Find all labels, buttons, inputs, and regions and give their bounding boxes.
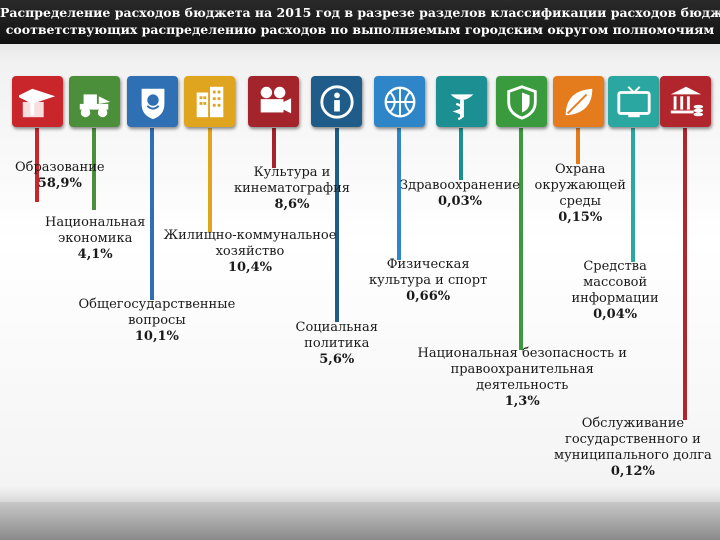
person-in-hands-icon <box>319 84 354 119</box>
category-name-line: Здравоохранение <box>400 178 520 193</box>
category-name-line: Охрана <box>554 162 606 177</box>
apartment-building-icon <box>196 86 223 117</box>
label-sport: Физическая культура и спорт 0,66% <box>369 257 487 305</box>
value-label: 0,12% <box>610 464 655 479</box>
category-name-line: кинематография <box>234 181 350 196</box>
tile-debt <box>660 76 711 127</box>
tile-culture <box>248 76 299 127</box>
category-name-line: экономика <box>57 231 133 246</box>
label-housing: Жилищно-коммунальное хозяйство 10,4% <box>164 228 337 276</box>
category-name-line: правоохранительная <box>450 362 594 377</box>
value-label: 5,6% <box>319 352 355 367</box>
value-label: 58,9% <box>37 176 82 191</box>
tv-icon <box>616 85 651 117</box>
tractor-icon <box>79 93 110 117</box>
category-name-line: Обслуживание <box>581 416 685 431</box>
title-line-2: соответствующих распределению расходов п… <box>5 22 715 37</box>
label-security: Национальная безопасность и правоохраните… <box>418 346 627 410</box>
film-camera-icon <box>260 86 291 113</box>
tile-health <box>436 76 487 127</box>
category-name-line: среды <box>559 194 602 209</box>
bowl-of-hygieia-icon <box>450 93 473 120</box>
tile-housing <box>184 76 235 127</box>
category-name-line: хозяйство <box>215 244 285 259</box>
label-general: Общегосударственные вопросы 10,1% <box>79 297 236 345</box>
category-name-line: Национальная <box>45 215 146 230</box>
tile-education <box>12 76 63 127</box>
value-label: 1,3% <box>504 394 540 409</box>
label-media: Средства массовой информации 0,04% <box>572 259 659 323</box>
category-name-line: государственного и <box>565 432 701 447</box>
category-name-line: вопросы <box>128 313 186 328</box>
value-label: 0,03% <box>437 194 482 209</box>
tile-social <box>311 76 362 127</box>
value-label: 0,66% <box>406 289 451 304</box>
bottom-bar <box>0 502 720 540</box>
tile-security <box>496 76 547 127</box>
category-name-line: Общегосударственные <box>78 297 236 312</box>
category-name-line: Социальная <box>295 320 379 335</box>
label-health: Здравоохранение 0,03% <box>400 178 520 210</box>
value-label: 4,1% <box>77 247 113 262</box>
graduation-cap-book-icon <box>18 88 55 117</box>
value-label: 0,15% <box>558 210 603 225</box>
category-name-line: массовой <box>583 275 648 290</box>
category-name-line: деятельность <box>476 378 569 393</box>
value-label: 10,4% <box>227 260 272 275</box>
category-name-line: Жилищно-коммунальное <box>163 228 337 243</box>
icons-row <box>0 76 720 130</box>
label-economy: Национальная экономика 4,1% <box>45 215 145 263</box>
value-label: 0,04% <box>593 307 638 322</box>
value-label: 10,1% <box>134 329 179 344</box>
tile-general <box>127 76 178 127</box>
value-label: 8,6% <box>274 197 310 212</box>
coat-of-arms-icon <box>141 88 164 119</box>
category-name-line: Средства <box>583 259 647 274</box>
title-line-1: Распределение расходов бюджета на 2015 г… <box>0 5 720 20</box>
category-name-line: политика <box>304 336 370 351</box>
category-name-line: Образование <box>15 160 105 175</box>
tile-sport <box>374 76 425 127</box>
category-name-line: муниципального долга <box>554 448 712 463</box>
category-name-line: Культура и <box>253 165 331 180</box>
title-bar: Распределение расходов бюджета на 2015 г… <box>0 0 720 44</box>
category-name-line: культура и спорт <box>369 273 488 288</box>
label-social: Социальная политика 5,6% <box>296 320 379 368</box>
category-name-line: информации <box>571 291 659 306</box>
category-name-line: окружающей <box>534 178 626 193</box>
category-name-line: Физическая <box>386 257 470 272</box>
label-culture: Культура и кинематография 8,6% <box>234 165 350 213</box>
tile-media <box>608 76 659 127</box>
basketball-icon <box>384 86 415 117</box>
tile-economy <box>69 76 120 127</box>
leaf-icon <box>565 88 592 115</box>
label-debt: Обслуживание государственного и муниципаль… <box>554 416 712 480</box>
category-name-line: Национальная безопасность и <box>417 346 627 361</box>
shield-icon <box>506 84 537 120</box>
bank-coins-icon <box>670 86 703 116</box>
label-environment: Охрана окружающей среды 0,15% <box>535 162 626 226</box>
tile-environment <box>553 76 604 127</box>
label-education: Образование 58,9% <box>15 160 105 192</box>
